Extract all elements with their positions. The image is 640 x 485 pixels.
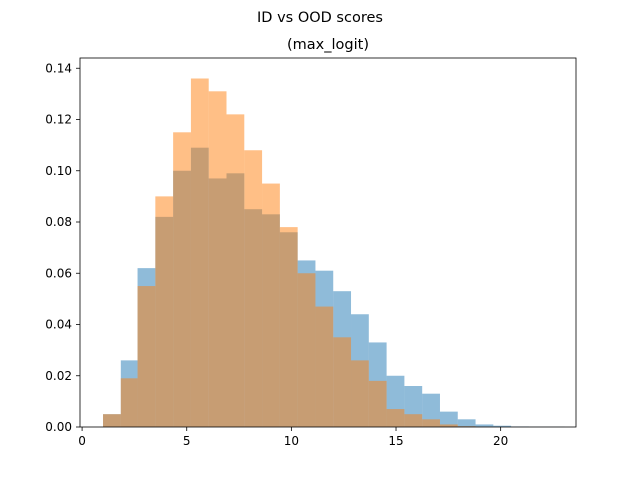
histogram-bar-series-1 [458, 419, 476, 427]
histogram-bar-series-2 [121, 378, 138, 427]
histogram-bar-series-2 [298, 273, 316, 427]
histogram-bar-series-2 [262, 184, 280, 427]
histogram-bar-series-2 [209, 91, 227, 427]
y-tick-label: 0.04 [45, 318, 72, 332]
histogram-bar-series-2 [155, 196, 173, 427]
histogram-bar-series-2 [333, 337, 351, 427]
x-tick-label: 10 [284, 434, 299, 448]
x-tick-label: 0 [78, 434, 86, 448]
y-tick-label: 0.14 [45, 61, 72, 75]
y-tick-label: 0.02 [45, 369, 72, 383]
histogram-bar-series-2 [227, 114, 245, 427]
figure-suptitle: ID vs OOD scores [257, 10, 383, 26]
histogram-bar-series-2 [191, 79, 209, 428]
x-tick-label: 5 [183, 434, 191, 448]
histogram-bar-series-2 [315, 307, 333, 427]
histogram-bar-series-2 [351, 360, 369, 427]
histogram-bar-series-2 [244, 150, 262, 427]
chart-title: (max_logit) [287, 37, 369, 53]
histogram-bar-series-2 [404, 414, 422, 427]
histogram-bar-series-2 [103, 414, 121, 427]
histogram-bar-series-2 [369, 381, 387, 427]
y-tick-label: 0.08 [45, 215, 72, 229]
y-tick-label: 0.12 [45, 113, 72, 127]
histogram-bar-series-2 [138, 286, 156, 427]
y-tick-label: 0.10 [45, 164, 72, 178]
x-tick-label: 20 [493, 434, 508, 448]
y-tick-label: 0.00 [45, 420, 72, 434]
x-tick-label: 15 [388, 434, 403, 448]
histogram-bar-series-2 [173, 132, 191, 427]
histogram-bar-series-2 [280, 227, 298, 427]
histogram-bar-series-2 [387, 409, 405, 427]
histogram-bar-series-2 [422, 419, 440, 427]
y-tick-label: 0.06 [45, 266, 72, 280]
